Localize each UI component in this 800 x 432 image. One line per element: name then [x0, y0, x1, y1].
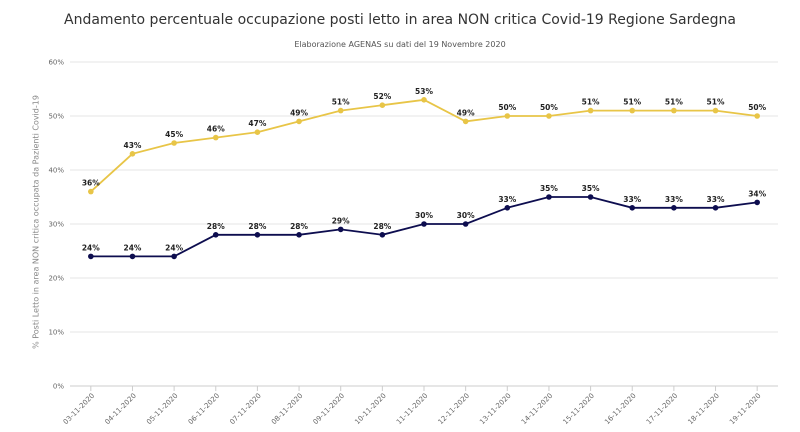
data-label: 30%: [415, 211, 433, 220]
data-point: [88, 253, 94, 260]
data-point: [212, 134, 219, 141]
chart-subtitle: Elaborazione AGENAS su dati del 19 Novem…: [294, 40, 506, 49]
data-point: [629, 205, 636, 211]
data-label: 28%: [248, 222, 266, 231]
x-tick-label: 17-11-2020: [645, 392, 679, 426]
data-label: 52%: [373, 92, 391, 101]
data-label: 24%: [82, 243, 100, 252]
data-point: [171, 253, 177, 260]
data-point: [546, 194, 552, 200]
data-label: 35%: [582, 184, 600, 193]
data-point: [337, 107, 344, 114]
data-label: 33%: [707, 195, 725, 204]
data-point: [504, 113, 511, 119]
y-tick-label: 60%: [48, 59, 64, 67]
x-tick-label: 09-11-2020: [312, 392, 346, 426]
data-point: [671, 107, 677, 114]
x-tick-label: 18-11-2020: [687, 392, 721, 426]
x-tick-label: 11-11-2020: [395, 392, 429, 426]
data-label: 51%: [707, 98, 725, 107]
x-tick-label: 15-11-2020: [562, 392, 596, 426]
x-tick-label: 12-11-2020: [437, 392, 471, 426]
data-point: [712, 205, 719, 211]
x-tick-label: 16-11-2020: [603, 392, 637, 426]
data-label: 33%: [623, 195, 641, 204]
data-point: [754, 113, 760, 119]
data-point: [296, 118, 302, 125]
data-point: [421, 221, 427, 227]
y-tick-label: 0%: [53, 383, 64, 391]
data-label: 49%: [290, 108, 308, 117]
data-label: 50%: [540, 103, 558, 112]
data-point: [587, 107, 594, 114]
data-point: [546, 113, 552, 119]
data-label: 49%: [457, 108, 475, 117]
data-label: 51%: [332, 98, 350, 107]
data-point: [129, 151, 136, 157]
data-label: 33%: [665, 195, 683, 204]
data-label: 35%: [540, 184, 558, 193]
data-label: 34%: [748, 189, 766, 198]
x-tick-label: 14-11-2020: [520, 392, 554, 426]
data-point: [504, 205, 511, 211]
data-label: 51%: [623, 98, 641, 107]
y-tick-label: 20%: [48, 275, 64, 283]
y-tick-label: 30%: [48, 221, 64, 229]
data-point: [462, 118, 469, 125]
x-tick-label: 07-11-2020: [228, 392, 262, 426]
data-point: [379, 102, 386, 108]
data-point: [421, 97, 427, 103]
data-point: [587, 194, 594, 200]
data-label: 47%: [248, 119, 266, 128]
data-label: 29%: [332, 216, 350, 225]
data-point: [171, 140, 177, 146]
data-label: 46%: [207, 125, 225, 134]
data-point: [712, 107, 719, 114]
series-line: [90, 98, 758, 193]
data-label: 30%: [457, 211, 475, 220]
data-label: 50%: [498, 103, 516, 112]
data-label: 36%: [82, 179, 100, 188]
data-point: [462, 221, 469, 227]
data-label: 28%: [290, 222, 308, 231]
x-tick-label: 04-11-2020: [103, 392, 137, 426]
data-label: 24%: [165, 243, 183, 252]
x-tick-label: 19-11-2020: [728, 392, 762, 426]
data-label: 43%: [123, 141, 141, 150]
data-label: 50%: [748, 103, 766, 112]
data-label: 51%: [665, 98, 683, 107]
data-label: 45%: [165, 130, 183, 139]
data-point: [379, 232, 386, 238]
data-point: [629, 107, 636, 114]
data-point: [296, 232, 302, 238]
data-point: [254, 232, 261, 238]
data-label: 28%: [207, 222, 225, 231]
data-point: [671, 205, 677, 211]
y-tick-label: 40%: [48, 167, 64, 175]
data-point: [337, 226, 344, 233]
data-point: [212, 232, 219, 238]
x-tick-label: 08-11-2020: [270, 392, 304, 426]
data-label: 33%: [498, 195, 516, 204]
data-point: [129, 253, 136, 260]
data-point: [88, 188, 94, 195]
y-tick-label: 50%: [48, 113, 64, 121]
x-tick-label: 05-11-2020: [145, 392, 179, 426]
x-tick-label: 10-11-2020: [353, 392, 387, 426]
data-label: 28%: [373, 222, 391, 231]
data-point: [254, 129, 261, 135]
data-label: 53%: [415, 87, 433, 96]
y-tick-label: 10%: [48, 329, 64, 337]
x-tick-label: 03-11-2020: [62, 392, 96, 426]
data-label: 24%: [123, 243, 141, 252]
x-tick-label: 13-11-2020: [478, 392, 512, 426]
chart-title: Andamento percentuale occupazione posti …: [64, 12, 736, 28]
x-tick-label: 06-11-2020: [187, 392, 221, 426]
data-point: [754, 199, 760, 206]
data-label: 51%: [582, 98, 600, 107]
